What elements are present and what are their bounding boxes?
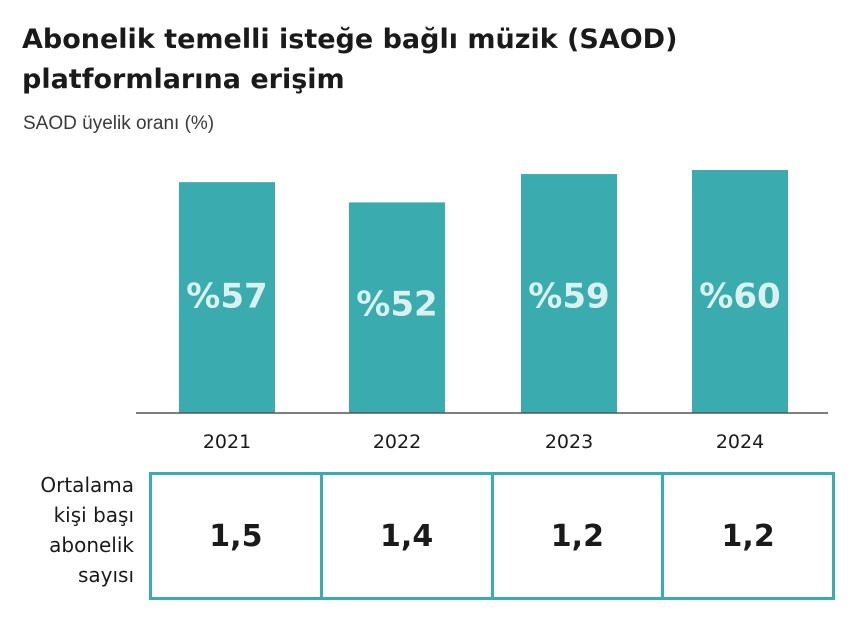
- chart-subtitle: SAOD üyelik oranı (%): [23, 113, 215, 134]
- table-cell-2024: 1,2: [721, 518, 775, 554]
- bar-value-label: %57: [186, 277, 267, 317]
- table-row-label: Ortalama kişi başı abonelik sayısı: [14, 470, 134, 590]
- row-label-line: abonelik: [49, 533, 134, 557]
- table-cell-2022: 1,4: [323, 475, 494, 597]
- table-cell-2023: 1,2: [494, 475, 665, 597]
- x-tick-label: 2022: [373, 431, 421, 453]
- bar-value-label: %59: [528, 277, 609, 317]
- x-tick-label: 2024: [716, 431, 764, 453]
- chart-title: Abonelik temelli isteğe bağlı müzik (SAO…: [22, 24, 678, 95]
- subscription-count-table: 1,5 1,4 1,2 1,2: [149, 472, 835, 600]
- row-label-line: kişi başı: [53, 503, 134, 527]
- bar-value-label: %52: [356, 285, 437, 325]
- row-label-line: sayısı: [77, 563, 134, 587]
- bar-value-label: %60: [699, 277, 780, 317]
- x-tick-label: 2023: [545, 431, 593, 453]
- row-label-line: Ortalama: [40, 473, 134, 497]
- bar-2022: [349, 202, 445, 413]
- bar-chart: %57 %52 %59 %60 2021 2022 2023 2024: [136, 170, 828, 453]
- x-tick-label: 2021: [203, 431, 251, 453]
- bar-2021: [179, 182, 275, 413]
- bar-2023: [521, 174, 617, 413]
- bar-2024: [692, 170, 788, 413]
- table-cell-2021: 1,5: [152, 475, 323, 597]
